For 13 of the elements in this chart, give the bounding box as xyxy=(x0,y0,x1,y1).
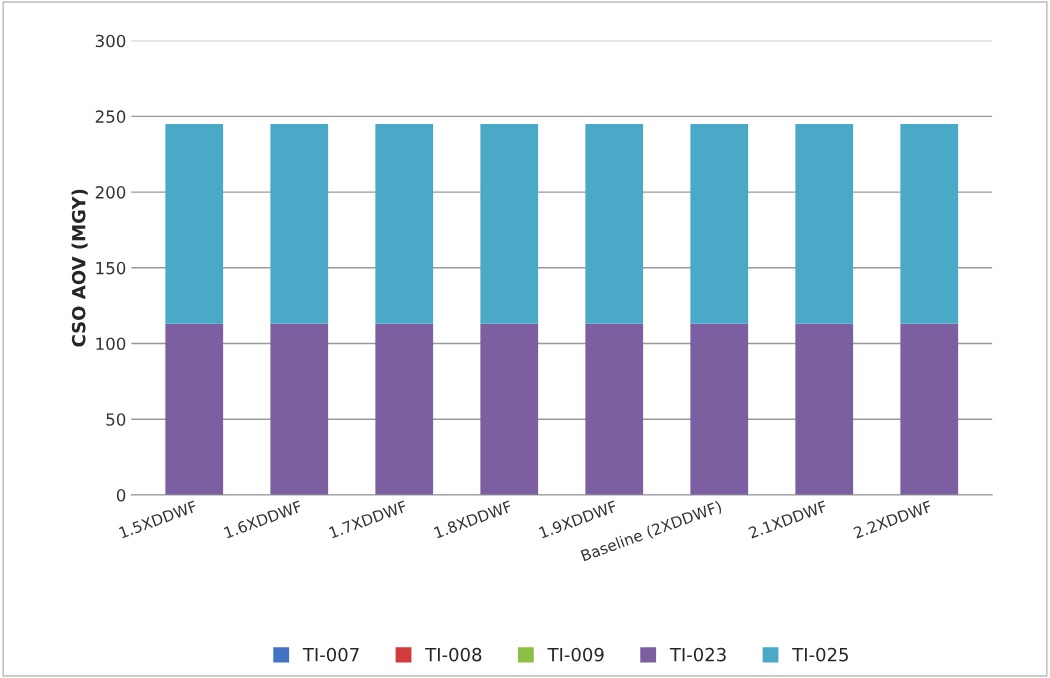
y-tick-label: 200 xyxy=(95,186,126,199)
y-tick-label: 50 xyxy=(106,413,126,426)
legend-label: TI-009 xyxy=(547,647,604,662)
y-tick-label: 100 xyxy=(96,337,126,351)
y-tick-label: 300 xyxy=(95,34,126,48)
y-tick-label: 150 xyxy=(96,261,126,275)
y-tick-label: 250 xyxy=(95,110,126,123)
y-axis-title: CSO AOV (MGY) xyxy=(71,189,88,347)
legend-label: TI-007 xyxy=(302,647,359,662)
legend-label: TI-025 xyxy=(792,647,848,662)
y-tick-label: 0 xyxy=(116,488,126,502)
legend-label: TI-023 xyxy=(669,647,726,662)
legend-label: TI-008 xyxy=(425,647,482,662)
